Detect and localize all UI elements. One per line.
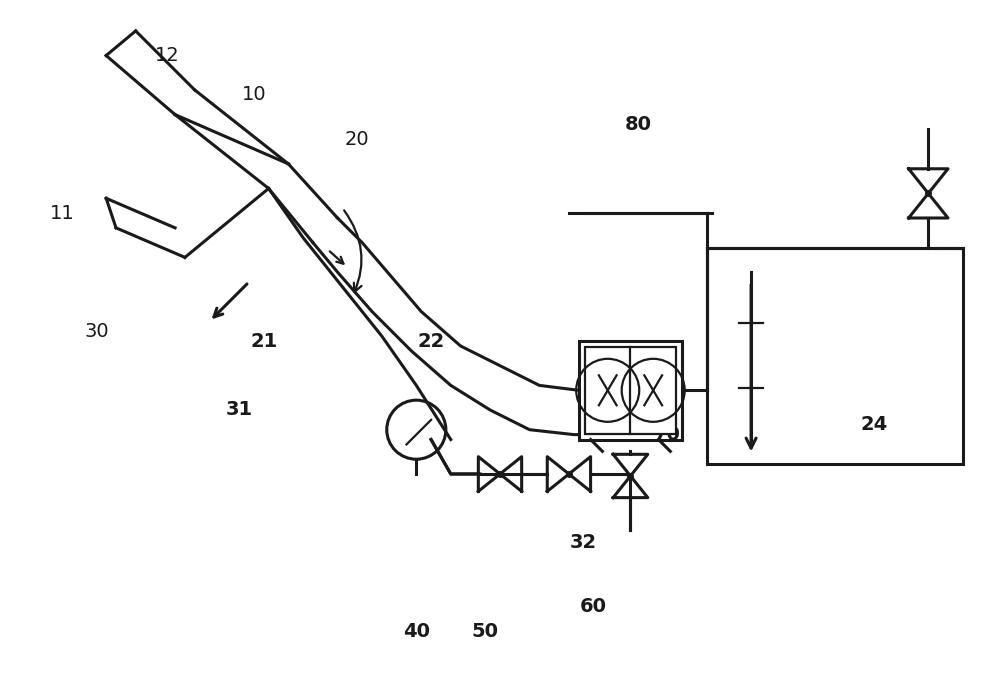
Text: 10: 10 [242, 85, 266, 104]
Text: 12: 12 [155, 46, 180, 65]
Bar [585, 347, 676, 434]
Text: 31: 31 [226, 401, 253, 419]
Text: 80: 80 [624, 115, 651, 134]
Text: 23: 23 [600, 356, 627, 375]
Text: 24: 24 [861, 415, 888, 435]
Text: 70: 70 [654, 425, 681, 444]
Text: 11: 11 [49, 203, 74, 223]
Text: 22: 22 [417, 331, 445, 351]
Bar [579, 341, 682, 439]
Text: 40: 40 [403, 622, 430, 641]
Bar [707, 248, 963, 464]
Text: 30: 30 [84, 322, 109, 340]
Text: 50: 50 [472, 622, 499, 641]
Text: 60: 60 [580, 597, 607, 617]
Text: 21: 21 [250, 331, 277, 351]
Text: 32: 32 [570, 534, 597, 552]
Text: 20: 20 [345, 129, 370, 149]
